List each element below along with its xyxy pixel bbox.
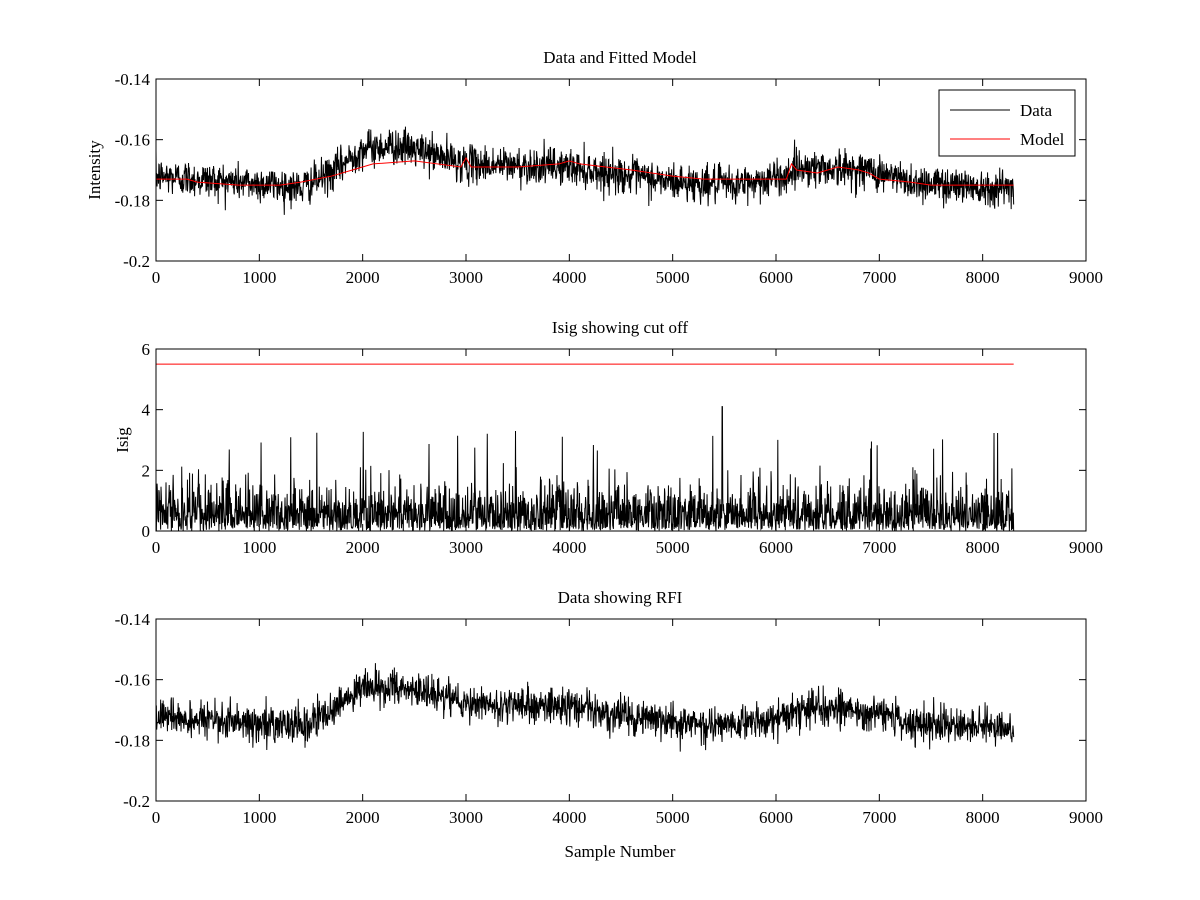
axes-box	[155, 618, 1087, 802]
x-tick-label: 5000	[656, 808, 690, 827]
x-tick-label: 4000	[552, 808, 586, 827]
panel-isig-showing-cut-off: Isig showing cut off Isig 0 1000 2000 3000 4…	[113, 318, 1103, 557]
y-tick-label: -0.16	[115, 671, 150, 690]
plot-area: 0 1000 2000 3000 4000 5000 6000 7000 8000 9000 -0.…	[115, 70, 1103, 287]
x-tick-label: 4000	[552, 268, 586, 287]
x-tick-label: 4000	[552, 538, 586, 557]
x-tick-label: 7000	[862, 268, 896, 287]
legend-entry-model: Model	[1020, 130, 1065, 149]
series-line-model	[156, 156, 1014, 186]
legend: Data Model	[938, 89, 1076, 157]
x-tick-label: 1000	[242, 268, 276, 287]
legend-box	[938, 89, 1076, 157]
panel-data-showing-rfi: Data showing RFI Sample Number 0 1000 2000…	[115, 588, 1103, 861]
y-tick-label: -0.14	[115, 610, 151, 629]
chart-title: Data showing RFI	[558, 588, 683, 607]
x-tick-label: 9000	[1069, 268, 1103, 287]
x-tick-label: 5000	[656, 538, 690, 557]
y-tick-label: 4	[142, 401, 151, 420]
x-tick-label: 0	[152, 808, 161, 827]
plot-area: 0 1000 2000 3000 4000 5000 6000 7000 8000 9000 0 2 4…	[142, 340, 1104, 557]
x-tick-label: 6000	[759, 268, 793, 287]
x-tick-label: 3000	[449, 808, 483, 827]
axes-box	[155, 78, 1087, 262]
x-tick-label: 3000	[449, 538, 483, 557]
y-axis-label: Isig	[113, 427, 132, 453]
series-line-series-0	[155, 663, 1015, 752]
x-tick-label: 1000	[242, 808, 276, 827]
x-tick-label: 0	[152, 538, 161, 557]
y-tick-label: -0.16	[115, 131, 150, 150]
y-tick-label: -0.14	[115, 70, 151, 89]
axes-box	[155, 348, 1087, 532]
series-line-data	[155, 126, 1015, 215]
x-tick-label: 8000	[966, 808, 1000, 827]
panel-data-and-fitted-model: Data and Fitted Model Intensity 0 1000 200…	[85, 48, 1103, 287]
y-tick-label: -0.18	[115, 191, 150, 210]
y-tick-label: -0.2	[123, 252, 150, 271]
x-tick-label: 2000	[346, 538, 380, 557]
x-tick-label: 8000	[966, 538, 1000, 557]
x-tick-label: 8000	[966, 268, 1000, 287]
series-line-series-0	[155, 406, 1015, 532]
x-tick-label: 7000	[862, 808, 896, 827]
x-axis-label: Sample Number	[565, 842, 676, 861]
y-tick-label: 6	[142, 340, 151, 359]
plot-area: 0 1000 2000 3000 4000 5000 6000 7000 8000 9000 -0.…	[115, 610, 1103, 827]
x-tick-label: 9000	[1069, 808, 1103, 827]
y-tick-label: -0.2	[123, 792, 150, 811]
x-tick-label: 0	[152, 268, 161, 287]
x-tick-label: 5000	[656, 268, 690, 287]
x-tick-label: 7000	[862, 538, 896, 557]
x-tick-label: 6000	[759, 808, 793, 827]
x-tick-label: 6000	[759, 538, 793, 557]
y-tick-label: 2	[142, 461, 151, 480]
y-tick-label: -0.18	[115, 731, 150, 750]
chart-title: Isig showing cut off	[552, 318, 688, 337]
y-tick-label: 0	[142, 522, 151, 541]
chart-title: Data and Fitted Model	[543, 48, 697, 67]
x-tick-label: 1000	[242, 538, 276, 557]
x-tick-label: 2000	[346, 808, 380, 827]
y-axis-label: Intensity	[85, 140, 104, 200]
x-tick-label: 2000	[346, 268, 380, 287]
legend-entry-data: Data	[1020, 101, 1053, 120]
x-tick-label: 9000	[1069, 538, 1103, 557]
x-tick-label: 3000	[449, 268, 483, 287]
